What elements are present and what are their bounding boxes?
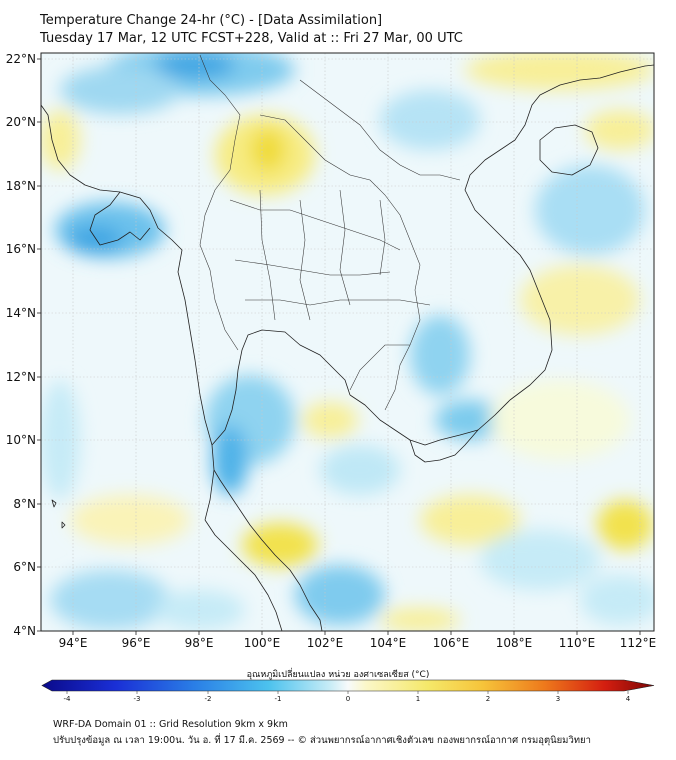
temperature-field xyxy=(41,53,654,631)
colorbar-title: อุณหภูมิเปลี่ยนแปลง หน่วย องศาเซลเซียส (… xyxy=(246,670,430,680)
lon-label: 94°E xyxy=(59,636,88,650)
lon-label: 110°E xyxy=(559,636,596,650)
country-borders xyxy=(199,54,461,411)
colorbar-tick: -1 xyxy=(275,695,282,703)
lat-label: 16°N xyxy=(6,242,36,256)
colorbar: -4 -3 -2 -1 0 1 2 3 4 xyxy=(41,679,655,703)
colorbar-tick-labels: -4 -3 -2 -1 0 1 2 3 4 xyxy=(64,695,631,703)
lat-label: 12°N xyxy=(6,370,36,384)
lat-label: 22°N xyxy=(6,52,36,66)
lon-label: 112°E xyxy=(620,636,657,650)
lat-label: 18°N xyxy=(6,179,36,193)
map-subtitle: Tuesday 17 Mar, 12 UTC FCST+228, Valid a… xyxy=(40,31,463,46)
axis-ticks xyxy=(37,58,641,635)
latitude-labels: 22°N 20°N 18°N 16°N 14°N 12°N 10°N 8°N 6… xyxy=(6,52,36,638)
colorbar-strip xyxy=(41,679,655,692)
lon-label: 98°E xyxy=(185,636,214,650)
lat-label: 14°N xyxy=(6,306,36,320)
lat-label: 8°N xyxy=(13,497,36,511)
lon-label: 96°E xyxy=(122,636,151,650)
lon-label: 104°E xyxy=(370,636,407,650)
graticule xyxy=(41,53,654,631)
colorbar-tick: -2 xyxy=(205,695,212,703)
lat-label: 10°N xyxy=(6,433,36,447)
colorbar-tick: 3 xyxy=(556,695,560,703)
coastlines xyxy=(41,64,654,631)
lat-label: 4°N xyxy=(13,624,36,638)
colorbar-tick: -3 xyxy=(134,695,141,703)
map-title: Temperature Change 24-hr (°C) - [Data As… xyxy=(40,13,383,28)
colorbar-tick: 0 xyxy=(346,695,350,703)
footer-model-info: WRF-DA Domain 01 :: Grid Resolution 9km … xyxy=(53,719,288,730)
lat-label: 20°N xyxy=(6,115,36,129)
lon-label: 106°E xyxy=(433,636,470,650)
colorbar-tick: 2 xyxy=(486,695,490,703)
map-frame xyxy=(40,52,655,632)
colorbar-tick: -4 xyxy=(64,695,72,703)
lon-label: 108°E xyxy=(496,636,533,650)
lon-label: 100°E xyxy=(244,636,281,650)
longitude-labels: 94°E 96°E 98°E 100°E 102°E 104°E 106°E 1… xyxy=(59,636,657,650)
lat-label: 6°N xyxy=(13,560,36,574)
colorbar-tick: 1 xyxy=(416,695,420,703)
footer-credit: ปรับปรุงข้อมูล ณ เวลา 19:00น. วัน อ. ที่… xyxy=(53,735,591,746)
colorbar-ticks xyxy=(66,691,629,694)
lon-label: 102°E xyxy=(307,636,344,650)
colorbar-tick: 4 xyxy=(626,695,631,703)
